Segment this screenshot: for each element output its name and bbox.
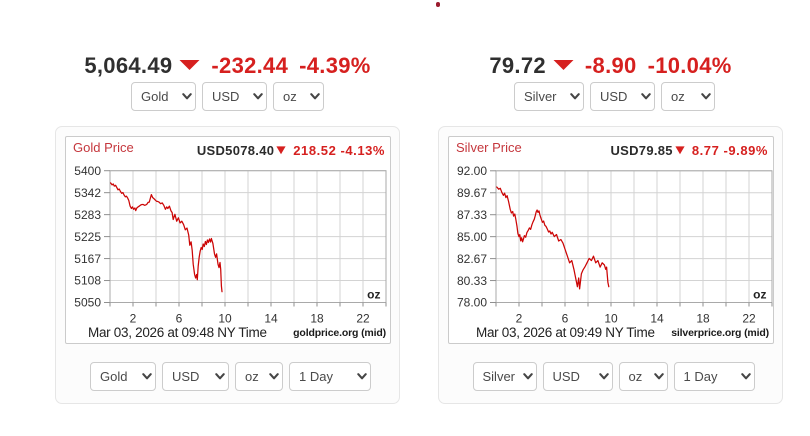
svg-text:5400: 5400 [74,164,101,178]
svg-text:14: 14 [264,312,278,326]
svg-text:10: 10 [604,312,618,326]
svg-text:oz: oz [753,288,766,302]
svg-text:89.67: 89.67 [457,186,487,200]
svg-text:18: 18 [310,312,324,326]
svg-text:85.00: 85.00 [457,230,487,244]
svg-text:2: 2 [130,312,137,326]
svg-text:5108: 5108 [74,274,101,288]
svg-text:10: 10 [218,312,232,326]
svg-text:2: 2 [516,312,523,326]
svg-text:82.67: 82.67 [457,252,487,266]
svg-text:5225: 5225 [74,230,101,244]
svg-text:14: 14 [650,312,664,326]
svg-text:5283: 5283 [74,208,101,222]
svg-text:80.33: 80.33 [457,274,487,288]
svg-text:22: 22 [356,312,370,326]
svg-text:78.00: 78.00 [457,296,487,310]
svg-text:oz: oz [367,288,380,302]
svg-text:5342: 5342 [74,186,101,200]
svg-text:6: 6 [176,312,183,326]
svg-text:5050: 5050 [74,296,101,310]
svg-text:6: 6 [562,312,569,326]
svg-text:87.33: 87.33 [457,208,487,222]
svg-text:22: 22 [742,312,756,326]
svg-text:18: 18 [696,312,710,326]
svg-text:92.00: 92.00 [457,164,487,178]
svg-text:5167: 5167 [74,252,101,266]
